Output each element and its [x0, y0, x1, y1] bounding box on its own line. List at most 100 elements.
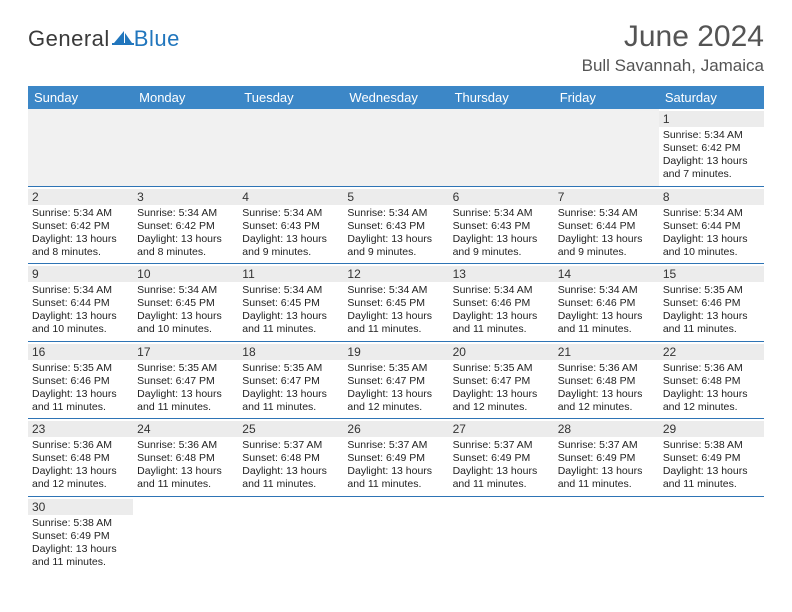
detail-sunrise: Sunrise: 5:34 AM	[32, 207, 129, 220]
detail-day1: Daylight: 13 hours	[347, 465, 444, 478]
detail-sunset: Sunset: 6:47 PM	[242, 375, 339, 388]
detail-sunrise: Sunrise: 5:34 AM	[347, 207, 444, 220]
detail-sunrise: Sunrise: 5:35 AM	[663, 284, 760, 297]
day-details: Sunrise: 5:36 AMSunset: 6:48 PMDaylight:…	[663, 362, 760, 415]
day-number: 2	[28, 189, 133, 205]
detail-day2: and 10 minutes.	[137, 323, 234, 336]
day-details: Sunrise: 5:37 AMSunset: 6:49 PMDaylight:…	[453, 439, 550, 492]
detail-sunset: Sunset: 6:48 PM	[242, 452, 339, 465]
empty-cell	[133, 496, 238, 573]
empty-cell	[449, 109, 554, 186]
detail-sunrise: Sunrise: 5:34 AM	[663, 207, 760, 220]
detail-sunset: Sunset: 6:43 PM	[453, 220, 550, 233]
detail-sunset: Sunset: 6:42 PM	[663, 142, 760, 155]
detail-sunset: Sunset: 6:43 PM	[242, 220, 339, 233]
calendar-week-row: 23Sunrise: 5:36 AMSunset: 6:48 PMDayligh…	[28, 419, 764, 497]
dayhead-fri: Friday	[554, 86, 659, 109]
detail-day1: Daylight: 13 hours	[558, 465, 655, 478]
page-header: General Blue June 2024 Bull Savannah, Ja…	[28, 20, 764, 76]
detail-day2: and 11 minutes.	[558, 478, 655, 491]
day-cell: 15 Sunrise: 5:35 AMSunset: 6:46 PMDayligh…	[659, 264, 764, 342]
detail-day2: and 12 minutes.	[453, 401, 550, 414]
detail-day2: and 11 minutes.	[453, 478, 550, 491]
dayhead-wed: Wednesday	[343, 86, 448, 109]
detail-day2: and 11 minutes.	[137, 478, 234, 491]
detail-day2: and 12 minutes.	[558, 401, 655, 414]
detail-sunset: Sunset: 6:46 PM	[558, 297, 655, 310]
day-number: 9	[28, 266, 133, 282]
detail-sunrise: Sunrise: 5:34 AM	[242, 207, 339, 220]
day-details: Sunrise: 5:35 AMSunset: 6:47 PMDaylight:…	[347, 362, 444, 415]
day-details: Sunrise: 5:34 AMSunset: 6:43 PMDaylight:…	[242, 207, 339, 260]
empty-cell	[133, 109, 238, 186]
day-cell: 11Sunrise: 5:34 AMSunset: 6:45 PMDayligh…	[238, 264, 343, 342]
detail-day1: Daylight: 13 hours	[663, 233, 760, 246]
detail-sunrise: Sunrise: 5:34 AM	[558, 207, 655, 220]
detail-sunset: Sunset: 6:47 PM	[137, 375, 234, 388]
day-details: Sunrise: 5:35 AMSunset: 6:46 PMDaylight:…	[663, 284, 760, 337]
empty-cell	[554, 496, 659, 573]
day-number: 15	[659, 266, 764, 282]
empty-cell	[554, 109, 659, 186]
day-number: 28	[554, 421, 659, 437]
detail-sunrise: Sunrise: 5:36 AM	[137, 439, 234, 452]
detail-day1: Daylight: 13 hours	[558, 233, 655, 246]
day-cell: 13Sunrise: 5:34 AMSunset: 6:46 PMDayligh…	[449, 264, 554, 342]
detail-sunrise: Sunrise: 5:37 AM	[347, 439, 444, 452]
empty-cell	[343, 496, 448, 573]
day-details: Sunrise: 5:34 AMSunset: 6:45 PMDaylight:…	[347, 284, 444, 337]
day-number: 23	[28, 421, 133, 437]
day-details: Sunrise: 5:38 AMSunset: 6:49 PMDaylight:…	[32, 517, 129, 570]
detail-sunrise: Sunrise: 5:35 AM	[137, 362, 234, 375]
detail-day2: and 9 minutes.	[453, 246, 550, 259]
detail-sunset: Sunset: 6:42 PM	[137, 220, 234, 233]
day-cell: 29Sunrise: 5:38 AMSunset: 6:49 PMDayligh…	[659, 419, 764, 497]
detail-sunset: Sunset: 6:48 PM	[558, 375, 655, 388]
detail-sunset: Sunset: 6:45 PM	[137, 297, 234, 310]
dayhead-tue: Tuesday	[238, 86, 343, 109]
detail-day1: Daylight: 13 hours	[663, 310, 760, 323]
day-number: 27	[449, 421, 554, 437]
day-cell: 23 Sunrise: 5:36 AMSunset: 6:48 PMDayligh…	[28, 419, 133, 497]
detail-sunset: Sunset: 6:44 PM	[663, 220, 760, 233]
detail-day2: and 8 minutes.	[137, 246, 234, 259]
day-cell: 25Sunrise: 5:37 AMSunset: 6:48 PMDayligh…	[238, 419, 343, 497]
month-title: June 2024	[582, 20, 764, 54]
detail-day2: and 9 minutes.	[242, 246, 339, 259]
empty-cell	[238, 109, 343, 186]
detail-day1: Daylight: 13 hours	[32, 543, 129, 556]
title-block: June 2024 Bull Savannah, Jamaica	[582, 20, 764, 76]
detail-sunset: Sunset: 6:46 PM	[453, 297, 550, 310]
day-cell: 10Sunrise: 5:34 AMSunset: 6:45 PMDayligh…	[133, 264, 238, 342]
detail-day2: and 7 minutes.	[663, 168, 760, 181]
day-details: Sunrise: 5:37 AMSunset: 6:48 PMDaylight:…	[242, 439, 339, 492]
detail-sunset: Sunset: 6:49 PM	[558, 452, 655, 465]
detail-sunrise: Sunrise: 5:35 AM	[347, 362, 444, 375]
day-number: 30	[28, 499, 133, 515]
detail-day1: Daylight: 13 hours	[32, 465, 129, 478]
day-cell: 27 Sunrise: 5:37 AMSunset: 6:49 PMDayligh…	[449, 419, 554, 497]
detail-day2: and 11 minutes.	[347, 478, 444, 491]
detail-sunrise: Sunrise: 5:34 AM	[347, 284, 444, 297]
day-details: Sunrise: 5:36 AMSunset: 6:48 PMDaylight:…	[32, 439, 129, 492]
detail-sunset: Sunset: 6:46 PM	[663, 297, 760, 310]
calendar-page: General Blue June 2024 Bull Savannah, Ja…	[0, 0, 792, 573]
detail-sunrise: Sunrise: 5:34 AM	[453, 207, 550, 220]
detail-day1: Daylight: 13 hours	[137, 465, 234, 478]
day-cell: 6Sunrise: 5:34 AMSunset: 6:43 PMDaylight…	[449, 186, 554, 264]
calendar-week-row: 9Sunrise: 5:34 AMSunset: 6:44 PMDaylight…	[28, 264, 764, 342]
detail-sunset: Sunset: 6:42 PM	[32, 220, 129, 233]
empty-cell	[343, 109, 448, 186]
detail-sunrise: Sunrise: 5:35 AM	[32, 362, 129, 375]
day-number: 26	[343, 421, 448, 437]
detail-day2: and 11 minutes.	[32, 556, 129, 569]
day-number: 19	[343, 344, 448, 360]
detail-day2: and 9 minutes.	[347, 246, 444, 259]
day-cell: 18Sunrise: 5:35 AMSunset: 6:47 PMDayligh…	[238, 341, 343, 419]
detail-sunset: Sunset: 6:45 PM	[347, 297, 444, 310]
detail-day2: and 11 minutes.	[347, 323, 444, 336]
detail-sunset: Sunset: 6:49 PM	[663, 452, 760, 465]
day-number: 4	[238, 189, 343, 205]
day-cell: 17Sunrise: 5:35 AMSunset: 6:47 PMDayligh…	[133, 341, 238, 419]
detail-sunset: Sunset: 6:48 PM	[137, 452, 234, 465]
